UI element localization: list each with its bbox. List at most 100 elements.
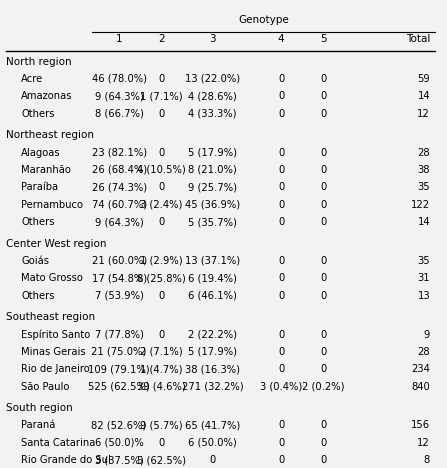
- Text: 0: 0: [278, 147, 284, 158]
- Text: 23 (82.1%): 23 (82.1%): [92, 147, 147, 158]
- Text: Espírito Santo: Espírito Santo: [21, 329, 91, 340]
- Text: 271 (32.2%): 271 (32.2%): [181, 382, 243, 392]
- Text: 0: 0: [278, 455, 284, 465]
- Text: 0: 0: [320, 256, 327, 266]
- Text: 0: 0: [320, 329, 327, 339]
- Text: 0: 0: [278, 438, 284, 448]
- Text: 0: 0: [278, 291, 284, 301]
- Text: 7 (77.8%): 7 (77.8%): [95, 329, 143, 339]
- Text: 6 (50.0)%: 6 (50.0)%: [95, 438, 143, 448]
- Text: 0: 0: [158, 147, 164, 158]
- Text: 2 (22.2%): 2 (22.2%): [188, 329, 237, 339]
- Text: 156: 156: [411, 420, 430, 431]
- Text: 1 (2.9%): 1 (2.9%): [140, 256, 183, 266]
- Text: 82 (52.6%): 82 (52.6%): [92, 420, 147, 431]
- Text: 0: 0: [158, 291, 164, 301]
- Text: 38: 38: [417, 165, 430, 175]
- Text: 0: 0: [158, 183, 164, 192]
- Text: 28: 28: [417, 147, 430, 158]
- Text: 0: 0: [278, 420, 284, 431]
- Text: South region: South region: [6, 403, 72, 413]
- Text: 5 (17.9%): 5 (17.9%): [188, 147, 237, 158]
- Text: 2 (7.1%): 2 (7.1%): [140, 347, 183, 357]
- Text: 13 (37.1%): 13 (37.1%): [185, 256, 240, 266]
- Text: 4 (10.5%): 4 (10.5%): [137, 165, 186, 175]
- Text: 26 (68.4%): 26 (68.4%): [92, 165, 147, 175]
- Text: 46 (78.0%): 46 (78.0%): [92, 74, 147, 84]
- Text: 0: 0: [158, 217, 164, 227]
- Text: 28: 28: [417, 347, 430, 357]
- Text: 840: 840: [411, 382, 430, 392]
- Text: 5 (17.9%): 5 (17.9%): [188, 347, 237, 357]
- Text: Maranhão: Maranhão: [21, 165, 71, 175]
- Text: Center West region: Center West region: [6, 239, 106, 249]
- Text: Genotype: Genotype: [238, 15, 289, 25]
- Text: 8 (21.0%): 8 (21.0%): [188, 165, 237, 175]
- Text: 0: 0: [320, 217, 327, 227]
- Text: 0: 0: [320, 291, 327, 301]
- Text: 0: 0: [320, 420, 327, 431]
- Text: 26 (74.3%): 26 (74.3%): [92, 183, 147, 192]
- Text: 3 (37.5%): 3 (37.5%): [95, 455, 143, 465]
- Text: Paraíba: Paraíba: [21, 183, 59, 192]
- Text: 0: 0: [158, 329, 164, 339]
- Text: 45 (36.9%): 45 (36.9%): [185, 200, 240, 210]
- Text: 0: 0: [278, 217, 284, 227]
- Text: 59: 59: [417, 74, 430, 84]
- Text: 2 (0.2%): 2 (0.2%): [302, 382, 345, 392]
- Text: 7 (53.9%): 7 (53.9%): [95, 291, 143, 301]
- Text: 17 (54.8%): 17 (54.8%): [92, 273, 147, 284]
- Text: 8 (66.7%): 8 (66.7%): [95, 109, 143, 119]
- Text: 35: 35: [417, 256, 430, 266]
- Text: 1: 1: [116, 34, 122, 44]
- Text: Total: Total: [406, 34, 430, 44]
- Text: Northeast region: Northeast region: [6, 130, 94, 140]
- Text: 2: 2: [158, 34, 164, 44]
- Text: 0: 0: [320, 74, 327, 84]
- Text: 0: 0: [278, 329, 284, 339]
- Text: 3 (2.4%): 3 (2.4%): [140, 200, 182, 210]
- Text: 0: 0: [320, 91, 327, 102]
- Text: Others: Others: [21, 291, 55, 301]
- Text: 13 (22.0%): 13 (22.0%): [185, 74, 240, 84]
- Text: 65 (41.7%): 65 (41.7%): [185, 420, 240, 431]
- Text: 0: 0: [320, 365, 327, 374]
- Text: Alagoas: Alagoas: [21, 147, 61, 158]
- Text: Rio Grande do Sul: Rio Grande do Sul: [21, 455, 111, 465]
- Text: 0: 0: [320, 438, 327, 448]
- Text: 0: 0: [320, 347, 327, 357]
- Text: 0: 0: [158, 109, 164, 119]
- Text: North region: North region: [6, 57, 72, 66]
- Text: 0: 0: [278, 183, 284, 192]
- Text: Santa Catarina: Santa Catarina: [21, 438, 96, 448]
- Text: 5 (35.7%): 5 (35.7%): [188, 217, 237, 227]
- Text: 3 (0.4%): 3 (0.4%): [260, 382, 302, 392]
- Text: 0: 0: [320, 165, 327, 175]
- Text: Goiás: Goiás: [21, 256, 49, 266]
- Text: 0: 0: [278, 273, 284, 284]
- Text: 31: 31: [417, 273, 430, 284]
- Text: 0: 0: [278, 109, 284, 119]
- Text: 38 (16.3%): 38 (16.3%): [185, 365, 240, 374]
- Text: 74 (60.7%): 74 (60.7%): [92, 200, 147, 210]
- Text: 525 (62.5%): 525 (62.5%): [88, 382, 150, 392]
- Text: 1 (4.7%): 1 (4.7%): [140, 365, 182, 374]
- Text: 12: 12: [417, 109, 430, 119]
- Text: Paraná: Paraná: [21, 420, 56, 431]
- Text: Amazonas: Amazonas: [21, 91, 73, 102]
- Text: 0: 0: [278, 200, 284, 210]
- Text: 0: 0: [278, 165, 284, 175]
- Text: 4 (28.6%): 4 (28.6%): [188, 91, 237, 102]
- Text: 21 (60.0%): 21 (60.0%): [92, 256, 147, 266]
- Text: 6 (50.0%): 6 (50.0%): [188, 438, 237, 448]
- Text: 13: 13: [417, 291, 430, 301]
- Text: Acre: Acre: [21, 74, 44, 84]
- Text: 0: 0: [158, 438, 164, 448]
- Text: 3: 3: [209, 34, 216, 44]
- Text: 0: 0: [209, 455, 215, 465]
- Text: 9: 9: [424, 329, 430, 339]
- Text: Mato Grosso: Mato Grosso: [21, 273, 83, 284]
- Text: Others: Others: [21, 217, 55, 227]
- Text: 0: 0: [158, 74, 164, 84]
- Text: 0: 0: [320, 109, 327, 119]
